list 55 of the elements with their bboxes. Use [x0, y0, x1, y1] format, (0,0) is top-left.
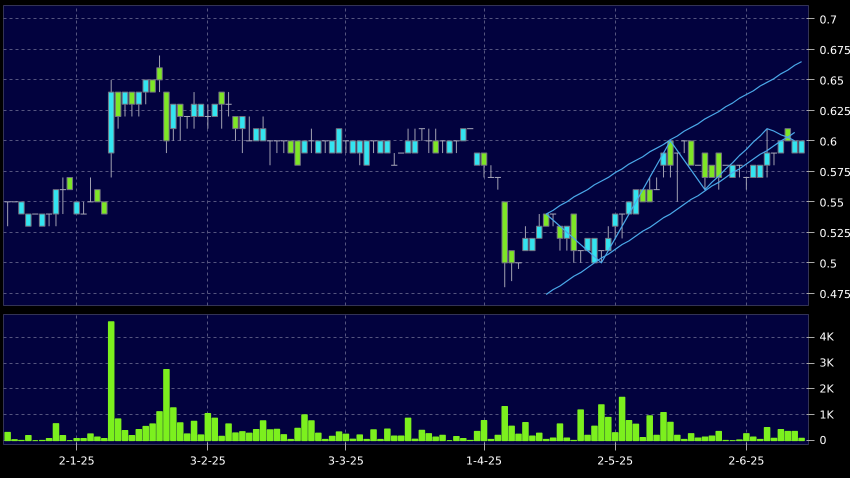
y-tick-label: 0.7 — [820, 13, 837, 26]
candlestick — [549, 214, 557, 227]
candlestick — [577, 250, 584, 264]
candlestick — [308, 128, 316, 154]
candlestick — [184, 116, 191, 130]
candlestick — [38, 214, 46, 227]
candlestick — [66, 176, 74, 190]
candlestick — [315, 140, 322, 154]
y-tick-label: 0.475 — [820, 288, 850, 301]
candlestick — [425, 128, 432, 154]
candlestick — [742, 176, 750, 190]
y-tick-label: 0.525 — [820, 226, 850, 240]
candlestick — [438, 140, 446, 154]
y-tick-label: 0.675 — [820, 44, 850, 57]
y-tick-label: 2K — [820, 382, 834, 396]
candlestick — [452, 140, 460, 154]
candlestick — [736, 164, 744, 178]
candlestick — [86, 176, 94, 202]
candlestick — [322, 140, 329, 154]
y-tick-label: 0 — [820, 434, 826, 448]
x-tick-label: 2-6-25 — [728, 454, 764, 468]
candlestick — [460, 128, 467, 142]
candlestick — [446, 140, 453, 154]
x-tick-label: 3-3-25 — [328, 454, 364, 468]
candlestick — [59, 176, 66, 215]
candlestick — [73, 201, 80, 215]
x-tick-label: 3-2-25 — [190, 454, 226, 468]
candlestick — [246, 116, 253, 142]
y-tick-label: 0.625 — [820, 104, 850, 118]
candlestick — [598, 250, 605, 264]
candlestick — [770, 152, 778, 166]
y-tick-label: 4K — [820, 330, 834, 344]
line-series — [546, 132, 796, 296]
candlestick — [680, 140, 688, 154]
x-tick-label: 1-4-25 — [466, 454, 502, 468]
y-tick-label: 3K — [820, 356, 834, 370]
candlestick — [514, 262, 522, 270]
x-tick-label: 2-5-25 — [597, 454, 634, 468]
candlestick — [370, 140, 378, 154]
candlestick — [390, 152, 398, 166]
candlestick — [45, 214, 53, 227]
y-tick-label: 0.575 — [820, 166, 850, 179]
y-tick-label: 0.55 — [820, 196, 844, 210]
candlestick — [342, 140, 350, 154]
candlestick — [224, 92, 232, 117]
x-tick-label: 2-1-25 — [58, 454, 95, 468]
candlestick — [80, 201, 88, 215]
y-tick-label: 0.5 — [820, 257, 837, 270]
y-tick-label: 0.65 — [820, 74, 844, 88]
candlestick — [418, 128, 426, 142]
candlestick — [618, 214, 626, 239]
y-tick-label: 1K — [820, 408, 834, 422]
candlestick — [204, 104, 212, 130]
candlestick — [653, 176, 660, 190]
y-tick-label: 0.6 — [820, 135, 837, 148]
